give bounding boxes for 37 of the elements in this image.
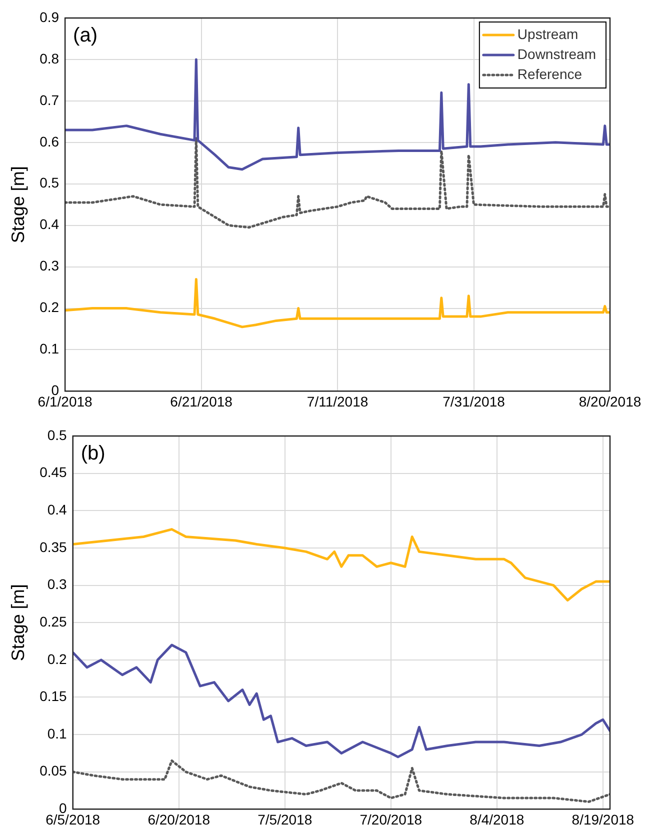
legend-label: Reference — [517, 66, 582, 82]
x-tick-label: 7/20/2018 — [360, 811, 422, 828]
x-tick-label: 7/31/2018 — [442, 393, 506, 410]
y-tick-label: 0.05 — [40, 762, 68, 779]
x-tick-label: 6/20/2018 — [148, 811, 210, 828]
y-tick-label: 0.9 — [40, 8, 60, 25]
x-tick-label: 8/20/2018 — [578, 393, 642, 410]
x-tick-label: 6/21/2018 — [170, 393, 233, 410]
y-tick-label: 0.25 — [40, 613, 68, 630]
y-tick-label: 0.2 — [40, 299, 60, 316]
y-tick-label: 0.4 — [47, 502, 68, 518]
x-tick-label: 7/11/2018 — [306, 393, 368, 410]
legend-label: Upstream — [517, 26, 578, 42]
y-tick-label: 0.7 — [40, 92, 60, 108]
chart-title: (a) — [73, 24, 98, 47]
y-tick-label: 0.1 — [47, 725, 68, 742]
line-series — [72, 759, 610, 803]
y-tick-label: 0.6 — [40, 133, 60, 150]
y-tick-label: 0.1 — [40, 340, 60, 357]
y-tick-label: 0.2 — [47, 650, 68, 667]
y-tick-label: 0.8 — [40, 50, 60, 66]
line-series — [65, 137, 610, 229]
y-tick-label: 0.35 — [40, 538, 68, 555]
y-axis-title: Stage [m] — [8, 166, 28, 244]
y-tick-label: 0.3 — [40, 258, 60, 274]
chart-title: (b) — [80, 442, 106, 465]
x-tick-label: 8/19/2018 — [572, 811, 634, 828]
legend-label: Downstream — [517, 46, 596, 62]
y-tick-label: 0.5 — [40, 174, 60, 191]
x-tick-label: 8/4/2018 — [470, 811, 524, 828]
y-tick-label: 0.5 — [47, 426, 68, 443]
y-tick-label: 0.15 — [40, 688, 68, 704]
y-tick-label: 0.4 — [40, 216, 60, 232]
y-tick-label: 0.3 — [47, 576, 68, 592]
x-tick-label: 7/5/2018 — [258, 811, 312, 828]
y-axis-title: Stage [m] — [8, 584, 28, 662]
y-tick-label: 0.45 — [40, 464, 68, 480]
